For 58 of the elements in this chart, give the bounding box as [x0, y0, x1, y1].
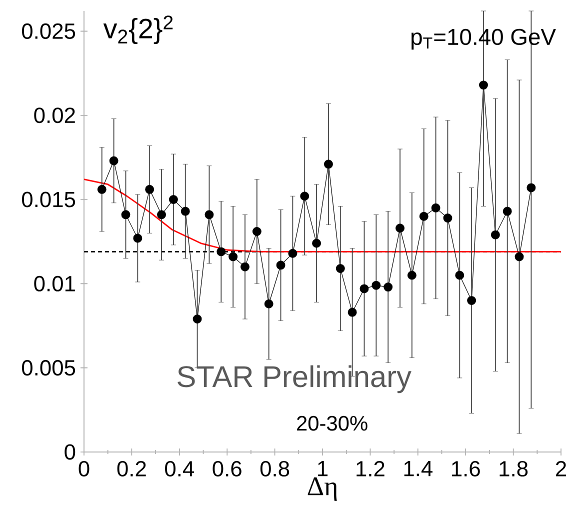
- point: [264, 299, 274, 308]
- x-tick-label: 1.8: [500, 460, 528, 477]
- point: [396, 224, 405, 233]
- point: [502, 206, 512, 216]
- annotation: 20-30%: [297, 416, 368, 431]
- x-tick-label: 1.6: [452, 460, 480, 477]
- x-axis-title: Δη: [308, 477, 337, 501]
- point: [526, 183, 536, 192]
- point: [431, 203, 440, 212]
- point: [252, 227, 262, 236]
- x-tick-label: 0.6: [212, 460, 242, 477]
- y-tick-label: 0.005: [22, 360, 76, 376]
- point: [336, 264, 345, 273]
- point: [133, 234, 142, 243]
- point: [514, 252, 524, 262]
- annotation: STAR Preliminary: [178, 365, 412, 394]
- point: [479, 80, 488, 90]
- x-tick-label: 1: [318, 461, 328, 476]
- point: [97, 184, 106, 194]
- y-tick-label: 0.02: [34, 108, 75, 124]
- point: [109, 156, 118, 166]
- point: [467, 296, 476, 305]
- y-tick-label: 0.01: [34, 276, 75, 292]
- point: [384, 282, 393, 292]
- point: [443, 214, 452, 223]
- point: [276, 260, 286, 270]
- point: [168, 195, 178, 204]
- point: [360, 284, 369, 294]
- chart-title: v$_{2}${2}$^{2}$: [103, 16, 173, 44]
- point: [300, 192, 310, 201]
- x-tick-label: 0.2: [117, 460, 146, 477]
- y-tick-label: 0.025: [22, 23, 76, 39]
- point: [228, 252, 238, 262]
- y-tick-label: 0.015: [22, 192, 76, 208]
- x-tick-label: 1.4: [404, 461, 432, 476]
- x-tick-label: 0: [78, 460, 90, 477]
- point: [204, 210, 214, 220]
- x-tick-label: 2: [556, 460, 566, 476]
- x-tick-label: 1.2: [356, 460, 384, 476]
- point: [288, 248, 298, 258]
- point: [312, 238, 322, 248]
- point: [490, 230, 500, 240]
- point: [192, 314, 202, 324]
- y-tick-label: 0: [64, 444, 76, 460]
- point: [157, 210, 166, 220]
- point: [216, 247, 226, 256]
- point: [240, 262, 250, 272]
- point: [121, 210, 130, 220]
- point: [324, 160, 333, 169]
- point: [145, 184, 154, 194]
- point: [372, 280, 381, 290]
- point: [180, 206, 190, 216]
- point: [419, 212, 428, 221]
- point: [348, 308, 357, 317]
- x-tick-label: 0.4: [165, 460, 194, 477]
- x-tick-label: 0.8: [260, 460, 290, 477]
- point: [455, 270, 464, 280]
- point: [407, 270, 416, 280]
